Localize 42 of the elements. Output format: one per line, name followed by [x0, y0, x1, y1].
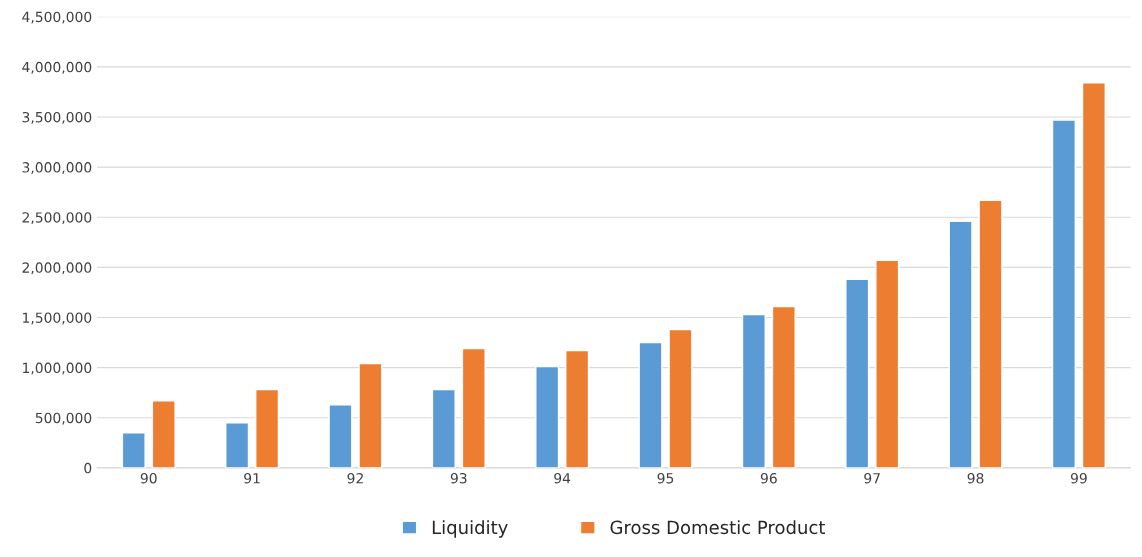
bar — [875, 259, 900, 468]
bar — [1051, 119, 1076, 468]
bar — [845, 278, 870, 468]
bar — [328, 404, 353, 468]
y-tick-label: 3,000,000 — [22, 162, 92, 174]
bar — [461, 347, 486, 468]
bar — [358, 362, 383, 468]
y-tick-label: 500,000 — [35, 412, 92, 425]
x-tick-label: 91 — [244, 472, 260, 484]
y-tick-label: 1,500,000 — [23, 312, 92, 325]
bar — [565, 349, 590, 468]
y-tick-label: 3,500,000 — [22, 111, 92, 124]
bar — [431, 388, 456, 468]
x-tick-label: 99 — [1070, 472, 1087, 484]
y-tick-label: 0 — [84, 462, 92, 474]
legend-label: Liquidity — [432, 520, 508, 538]
x-tick-label: 93 — [450, 472, 467, 484]
bar — [771, 305, 796, 468]
bar — [948, 220, 973, 468]
x-tick-label: 92 — [347, 472, 363, 484]
bar — [668, 328, 693, 468]
bar — [741, 313, 766, 468]
x-tick-label: 96 — [760, 472, 777, 484]
bar — [121, 432, 146, 468]
bar — [1081, 82, 1106, 468]
bar — [638, 341, 663, 468]
bar — [225, 422, 250, 468]
legend-label: Gross Domestic Product — [610, 520, 825, 535]
x-tick-label: 94 — [554, 472, 571, 484]
x-tick-label: 98 — [967, 472, 984, 484]
bar — [535, 365, 560, 468]
bar — [255, 388, 280, 468]
x-tick-label: 95 — [657, 472, 674, 484]
y-tick-label: 2,000,000 — [22, 262, 92, 275]
y-tick-label: 4,000,000 — [22, 61, 92, 74]
y-tick-label: 2,500,000 — [22, 212, 92, 225]
y-tick-label: 4,500,000 — [22, 11, 92, 24]
y-tick-label: 1,000,000 — [23, 362, 92, 375]
bar — [151, 400, 176, 468]
x-tick-label: 90 — [140, 472, 157, 484]
x-tick-label: 97 — [864, 472, 880, 484]
bar — [978, 199, 1003, 468]
